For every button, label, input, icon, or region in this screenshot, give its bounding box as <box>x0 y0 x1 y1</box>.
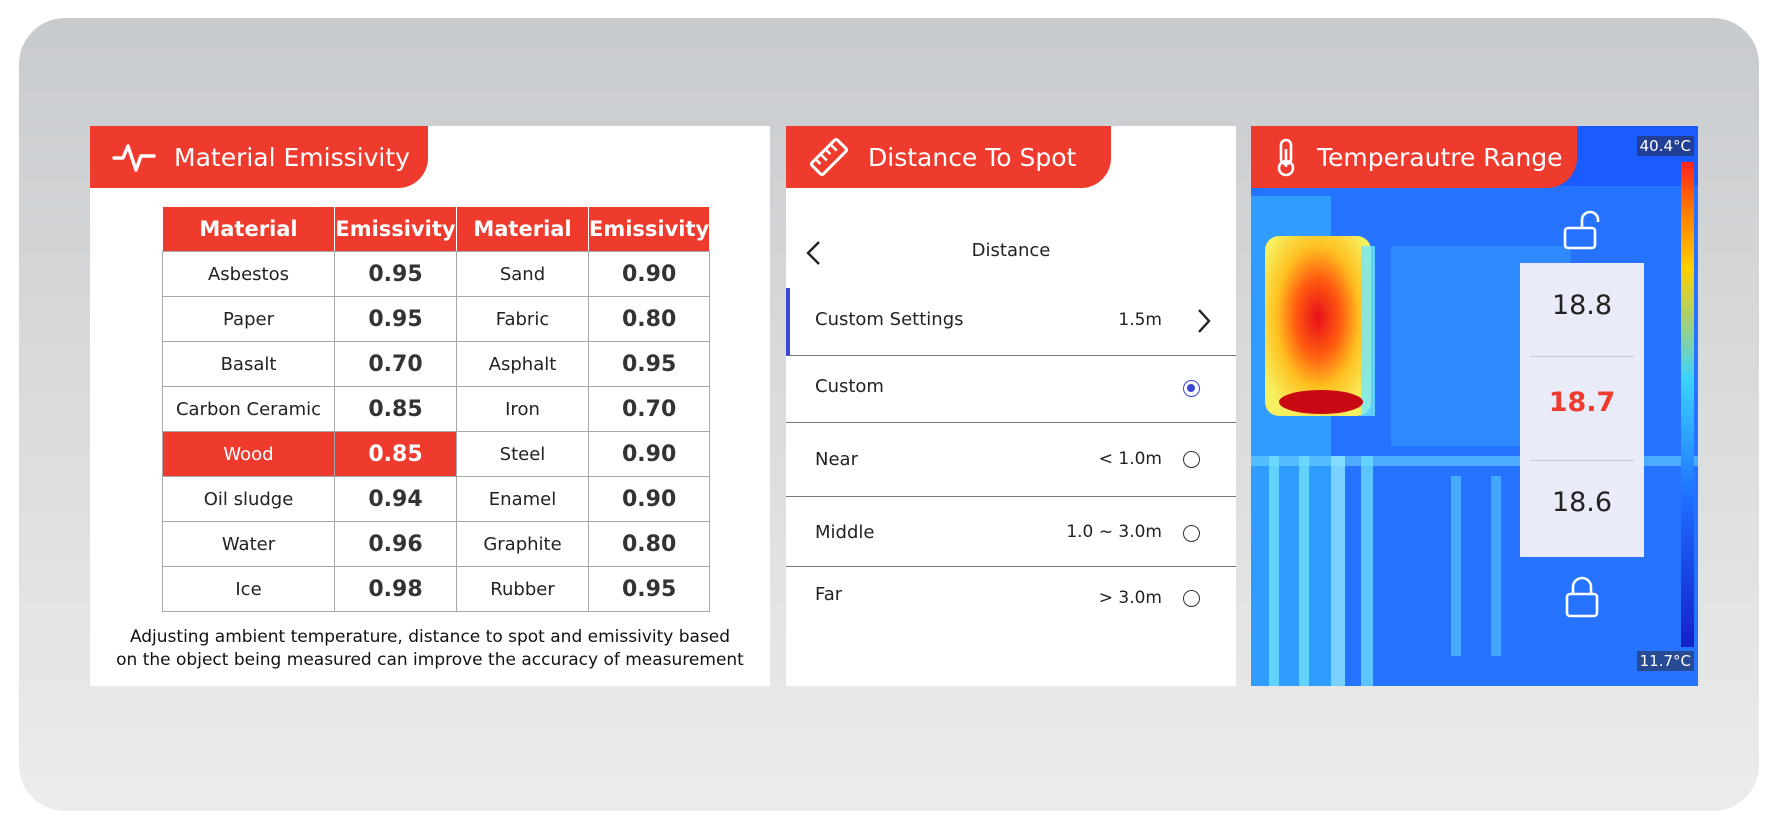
emissivity-cell: 0.90 <box>587 251 711 297</box>
distance-title: Distance To Spot <box>868 142 1077 172</box>
emissivity-cell: 0.96 <box>334 521 457 567</box>
distance-panel: Distance To Spot Distance Custom Setting… <box>786 126 1236 686</box>
table-row: Carbon Ceramic 0.85 Iron 0.70 <box>162 386 711 432</box>
ruler-icon <box>809 137 849 177</box>
option-value: > 3.0m <box>1098 588 1162 608</box>
emissivity-cell: 0.85 <box>334 431 457 477</box>
option-label: Custom <box>815 376 884 397</box>
emissivity-cell: 0.80 <box>587 521 711 567</box>
material-cell: Iron <box>456 386 589 432</box>
custom-settings-row[interactable]: Custom Settings 1.5m <box>786 288 1236 356</box>
thermal-image <box>1251 126 1698 686</box>
column-header-emissivity: Emissivity <box>334 206 457 252</box>
radio-near[interactable] <box>1183 451 1200 468</box>
emissivity-cell: 0.94 <box>334 476 457 522</box>
material-cell: Sand <box>456 251 589 297</box>
distance-option-far[interactable]: Far > 3.0m <box>786 566 1236 686</box>
emissivity-cell: 0.95 <box>587 341 711 387</box>
column-header-emissivity: Emissivity <box>587 206 711 252</box>
emissivity-tab-header: Material Emissivity <box>90 126 428 188</box>
material-emissivity-panel: Material Emissivity Material Emissivity … <box>90 126 770 686</box>
material-cell: Asphalt <box>456 341 589 387</box>
distance-header: Distance <box>971 240 1051 261</box>
table-row: Wood 0.85 Steel 0.90 <box>162 431 711 477</box>
emissivity-cell: 0.90 <box>587 431 711 477</box>
note-line: on the object being measured can improve… <box>116 650 744 670</box>
upper-reading[interactable]: 18.8 <box>1551 290 1613 321</box>
column-header-material: Material <box>456 206 589 252</box>
table-row: Paper 0.95 Fabric 0.80 <box>162 296 711 342</box>
material-cell: Asbestos <box>162 251 335 297</box>
table-row: Ice 0.98 Rubber 0.95 <box>162 566 711 612</box>
pulse-icon <box>112 144 156 172</box>
emissivity-title: Material Emissivity <box>174 142 410 172</box>
emissivity-cell: 0.85 <box>334 386 457 432</box>
emissivity-cell: 0.95 <box>587 566 711 612</box>
temperature-tab-header: Temperautre Range <box>1251 126 1577 188</box>
unlock-icon[interactable] <box>1560 208 1604 252</box>
chevron-left-icon[interactable] <box>804 240 824 266</box>
color-scale-bar <box>1681 162 1694 647</box>
emissivity-cell: 0.95 <box>334 296 457 342</box>
option-label: Middle <box>815 522 875 543</box>
emissivity-cell: 0.90 <box>587 476 711 522</box>
material-cell: Paper <box>162 296 335 342</box>
emissivity-cell: 0.70 <box>587 386 711 432</box>
distance-nav-bar: Distance <box>786 226 1236 280</box>
distance-tab-header: Distance To Spot <box>786 126 1111 188</box>
lock-icon[interactable] <box>1562 574 1602 620</box>
thermometer-icon <box>1277 138 1295 177</box>
material-cell: Steel <box>456 431 589 477</box>
material-cell: Rubber <box>456 566 589 612</box>
option-value: 1.0 ~ 3.0m <box>1066 522 1162 542</box>
radio-far[interactable] <box>1183 590 1200 607</box>
option-value: < 1.0m <box>1098 449 1162 469</box>
radio-middle[interactable] <box>1183 525 1200 542</box>
distance-option-middle[interactable]: Middle 1.0 ~ 3.0m <box>786 496 1236 567</box>
column-header-material: Material <box>162 206 335 252</box>
center-reading[interactable]: 18.7 <box>1548 387 1616 418</box>
lower-reading[interactable]: 18.6 <box>1551 487 1613 518</box>
emissivity-cell: 0.95 <box>334 251 457 297</box>
temperature-title: Temperautre Range <box>1317 142 1563 172</box>
material-cell: Enamel <box>456 476 589 522</box>
divider <box>1530 460 1634 461</box>
table-row: Oil sludge 0.94 Enamel 0.90 <box>162 476 711 522</box>
distance-option-near[interactable]: Near < 1.0m <box>786 422 1236 497</box>
material-cell: Graphite <box>456 521 589 567</box>
temperature-range-panel: Temperautre Range 40.4°C 11.7°C 18.8 18.… <box>1251 126 1698 686</box>
chevron-right-icon <box>1198 309 1211 333</box>
emissivity-table: Material Emissivity Material Emissivity … <box>162 206 711 612</box>
note-line: Adjusting ambient temperature, distance … <box>129 627 731 647</box>
material-cell: Wood <box>162 431 335 477</box>
emissivity-cell: 0.70 <box>334 341 457 387</box>
distance-option-custom[interactable]: Custom <box>786 356 1236 423</box>
radio-custom[interactable] <box>1183 380 1200 397</box>
material-cell: Fabric <box>456 296 589 342</box>
temperature-readout: 18.8 18.7 18.6 <box>1520 263 1644 557</box>
emissivity-cell: 0.98 <box>334 566 457 612</box>
divider <box>1530 356 1634 357</box>
emissivity-cell: 0.80 <box>587 296 711 342</box>
table-row: Basalt 0.70 Asphalt 0.95 <box>162 341 711 387</box>
min-temperature-label: 11.7°C <box>1636 651 1694 671</box>
material-cell: Basalt <box>162 341 335 387</box>
table-row: Asbestos 0.95 Sand 0.90 <box>162 251 711 297</box>
custom-settings-label: Custom Settings <box>815 309 964 330</box>
material-cell: Ice <box>162 566 335 612</box>
material-cell: Water <box>162 521 335 567</box>
material-cell: Carbon Ceramic <box>162 386 335 432</box>
option-label: Far <box>815 584 843 605</box>
max-temperature-label: 40.4°C <box>1636 136 1694 156</box>
option-label: Near <box>815 449 858 470</box>
material-cell: Oil sludge <box>162 476 335 522</box>
accuracy-note: Adjusting ambient temperature, distance … <box>90 626 770 672</box>
table-row: Water 0.96 Graphite 0.80 <box>162 521 711 567</box>
custom-settings-value: 1.5m <box>1118 310 1162 330</box>
